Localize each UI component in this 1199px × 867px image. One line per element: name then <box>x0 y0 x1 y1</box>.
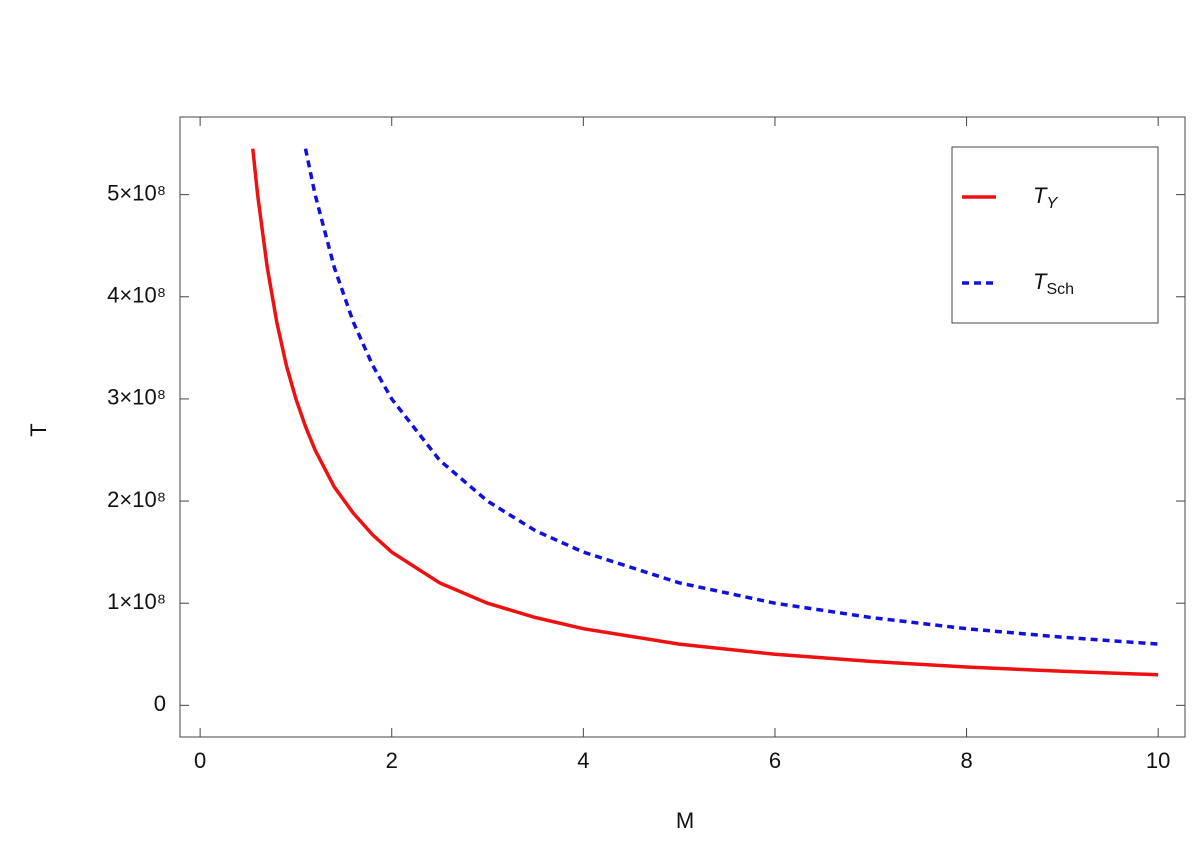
y-tick-label: 3×10⁸ <box>107 385 166 410</box>
legend-label: TY <box>1033 183 1058 212</box>
plot-frame <box>179 116 1186 738</box>
y-tick-label: 2×10⁸ <box>107 487 166 512</box>
x-tick-label: 6 <box>769 748 781 773</box>
x-tick-label: 2 <box>386 748 398 773</box>
y-tick-label: 5×10⁸ <box>107 180 166 205</box>
legend-label: TSch <box>1033 269 1074 298</box>
x-axis-label: M <box>676 808 694 833</box>
y-tick-label: 0 <box>154 691 166 716</box>
x-tick-label: 8 <box>960 748 972 773</box>
x-tick-label: 10 <box>1146 748 1170 773</box>
legend <box>951 146 1159 324</box>
y-tick-label: 1×10⁸ <box>107 589 166 614</box>
series-line <box>303 148 1159 646</box>
series-line <box>251 148 1159 677</box>
x-tick-label: 4 <box>577 748 589 773</box>
x-tick-label: 0 <box>194 748 206 773</box>
y-axis-label: T <box>26 423 51 436</box>
y-tick-label: 4×10⁸ <box>107 283 166 308</box>
